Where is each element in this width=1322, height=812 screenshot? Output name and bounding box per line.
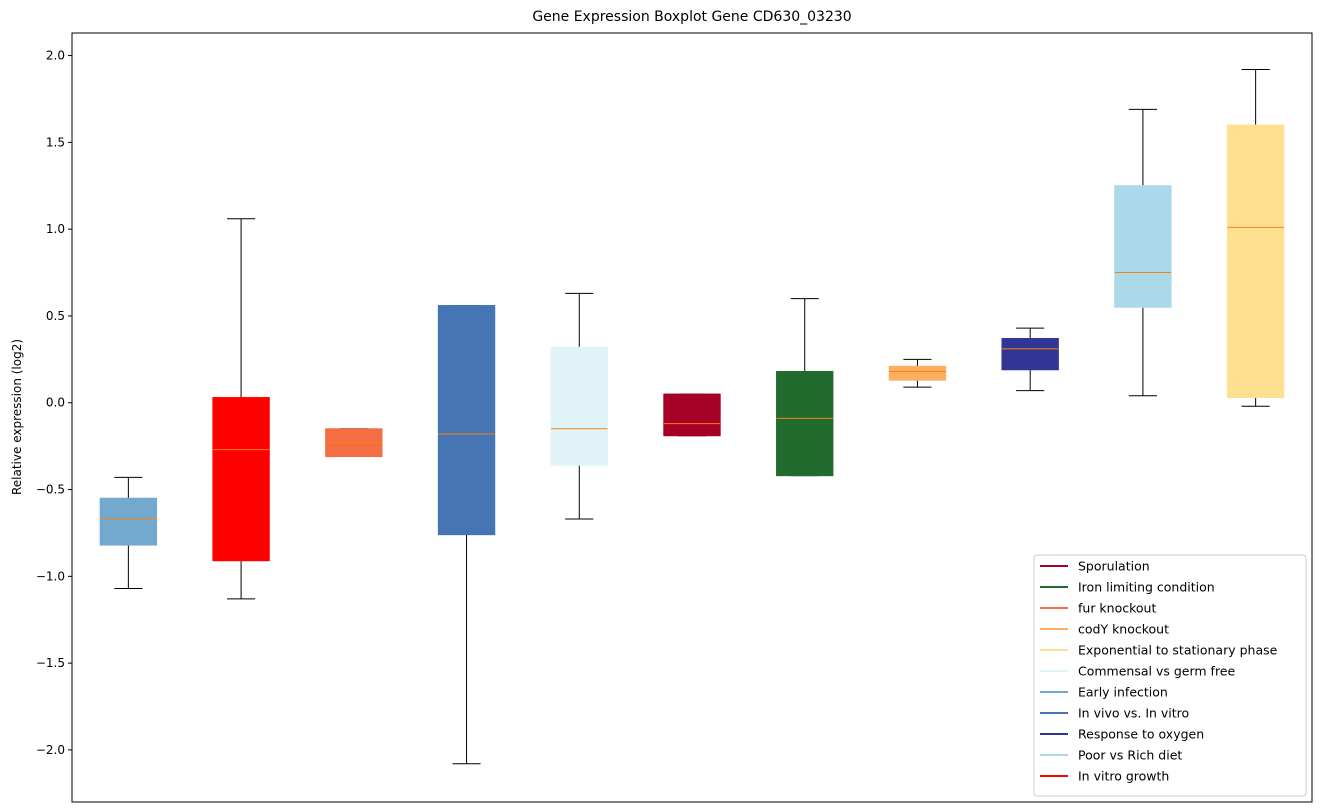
y-tick-label: 2.0 xyxy=(46,49,65,63)
legend-frame xyxy=(1033,554,1307,797)
boxes-layer xyxy=(99,68,1285,765)
legend-entry: codY knockout xyxy=(1040,622,1169,637)
box-6 xyxy=(663,393,721,437)
box-5 xyxy=(550,292,608,520)
box-body xyxy=(1001,338,1059,371)
box-body xyxy=(437,305,496,536)
box-body xyxy=(1114,185,1172,308)
box-3 xyxy=(325,428,383,458)
legend-entry: fur knockout xyxy=(1040,601,1156,616)
legend-entry: Response to oxygen xyxy=(1040,727,1204,742)
box-11 xyxy=(1226,68,1285,407)
y-tick-label: 0.0 xyxy=(46,396,65,410)
legend-entry: Sporulation xyxy=(1040,559,1150,574)
y-tick-label: −1.0 xyxy=(36,569,65,583)
chart-title: Gene Expression Boxplot Gene CD630_03230 xyxy=(532,9,851,25)
box-body xyxy=(776,370,834,477)
y-tick-label: 1.5 xyxy=(46,135,65,149)
legend-label: Exponential to stationary phase xyxy=(1078,643,1278,658)
legend-entry: Exponential to stationary phase xyxy=(1040,643,1278,658)
legend: Sporulation Iron limiting condition fur kn… xyxy=(1033,554,1307,797)
legend-entry: Early infection xyxy=(1040,685,1168,700)
legend-entry: Iron limiting condition xyxy=(1040,580,1215,595)
legend-label: fur knockout xyxy=(1078,601,1156,616)
legend-entry: In vitro growth xyxy=(1040,769,1169,784)
box-1 xyxy=(99,476,158,589)
legend-label: Response to oxygen xyxy=(1078,727,1204,742)
box-9 xyxy=(1001,327,1059,392)
y-tick-label: 0.5 xyxy=(46,309,65,323)
y-tick-label: −0.5 xyxy=(36,483,65,497)
box-10 xyxy=(1114,108,1172,397)
box-body xyxy=(1226,124,1285,399)
box-body xyxy=(99,497,158,546)
box-body xyxy=(212,397,270,562)
legend-entry: Commensal vs germ free xyxy=(1040,664,1235,679)
legend-label: Early infection xyxy=(1078,685,1168,700)
box-7 xyxy=(776,298,834,477)
box-8 xyxy=(888,358,947,388)
box-body xyxy=(550,346,608,466)
box-4 xyxy=(437,305,496,765)
y-tick-label: 1.0 xyxy=(46,222,65,236)
y-tick-label: −1.5 xyxy=(36,656,65,670)
legend-label: codY knockout xyxy=(1078,622,1169,637)
legend-label: In vivo vs. In vitro xyxy=(1078,706,1189,721)
box-body xyxy=(888,365,947,381)
legend-label: In vitro growth xyxy=(1078,769,1169,784)
y-axis-ticks: 2.0 1.5 1.0 0.5 0.0 −0.5 −1.0 −1.5 −2.0 xyxy=(36,49,72,757)
legend-entry: In vivo vs. In vitro xyxy=(1040,706,1189,721)
y-tick-label: −2.0 xyxy=(36,743,65,757)
legend-label: Sporulation xyxy=(1078,559,1150,574)
legend-label: Commensal vs germ free xyxy=(1078,664,1235,679)
box-2 xyxy=(212,218,270,600)
legend-entry: Poor vs Rich diet xyxy=(1040,748,1182,763)
plot-frame xyxy=(71,32,1313,803)
box-body xyxy=(663,393,721,437)
legend-label: Poor vs Rich diet xyxy=(1078,748,1182,763)
legend-label: Iron limiting condition xyxy=(1078,580,1215,595)
y-axis-label: Relative expression (log2) xyxy=(10,339,24,495)
